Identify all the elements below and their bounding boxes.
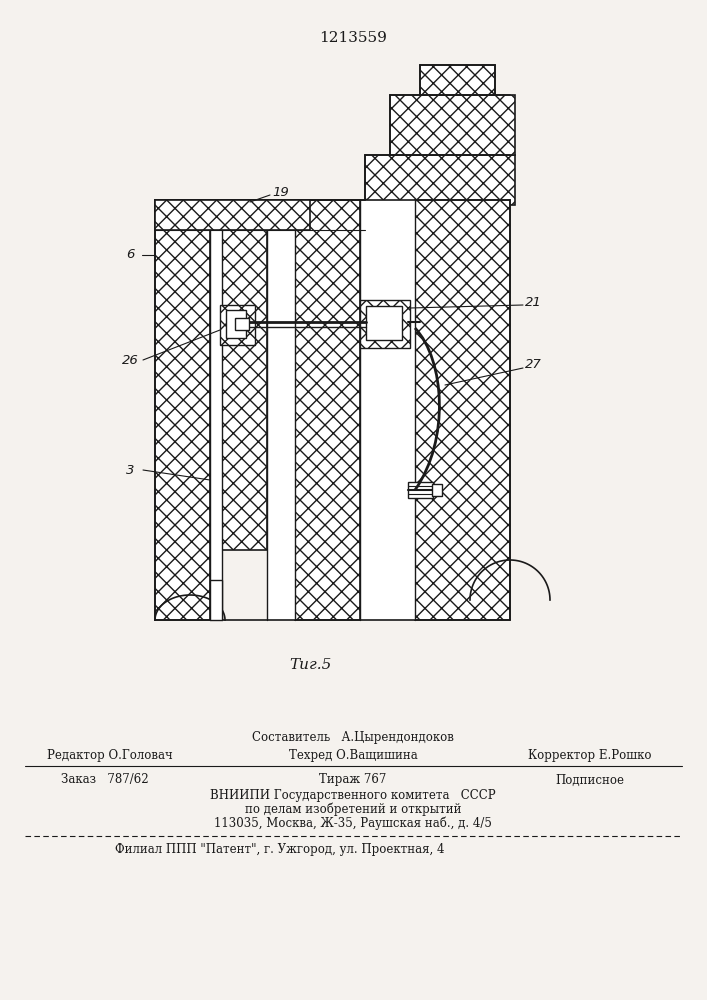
Bar (155, 200, 210, 620)
Text: Тираж 767: Тираж 767 (320, 774, 387, 786)
Text: Заказ   787/62: Заказ 787/62 (62, 774, 148, 786)
Text: по делам изобретений и открытий: по делам изобретений и открытий (245, 802, 461, 816)
Text: 19: 19 (272, 186, 288, 198)
Bar (235, 318, 249, 330)
Text: 21: 21 (525, 296, 542, 308)
Bar (390, 95, 515, 155)
Text: Составитель   А.Цырендондоков: Составитель А.Цырендондоков (252, 732, 454, 744)
Text: 113035, Москва, Ж-35, Раушская наб., д. 4/5: 113035, Москва, Ж-35, Раушская наб., д. … (214, 816, 492, 830)
Bar (420, 65, 495, 95)
Text: Τиг.5: Τиг.5 (289, 658, 331, 672)
Text: Редактор О.Головач: Редактор О.Головач (47, 750, 173, 762)
Bar (226, 310, 246, 338)
Bar (360, 200, 415, 620)
Bar (210, 580, 222, 620)
Text: 6: 6 (126, 248, 134, 261)
Bar (210, 200, 222, 620)
Bar (267, 200, 295, 620)
Bar (155, 200, 310, 230)
Bar (220, 305, 255, 345)
Bar (408, 482, 433, 498)
Bar (366, 306, 402, 340)
Text: 27: 27 (525, 359, 542, 371)
Bar (295, 200, 360, 620)
Text: ВНИИПИ Государственного комитета   СССР: ВНИИПИ Государственного комитета СССР (210, 788, 496, 802)
Text: Филиал ППП "Патент", г. Ужгород, ул. Проектная, 4: Филиал ППП "Патент", г. Ужгород, ул. Про… (115, 844, 445, 856)
Text: Корректор Е.Рошко: Корректор Е.Рошко (528, 750, 652, 762)
Text: 3: 3 (126, 464, 134, 477)
Bar (432, 484, 442, 496)
Text: 1213559: 1213559 (319, 31, 387, 45)
Bar (365, 155, 515, 205)
Bar (222, 200, 267, 550)
Text: Техред О.Ващишина: Техред О.Ващишина (288, 750, 417, 762)
Text: Подписное: Подписное (556, 774, 624, 786)
Text: 26: 26 (122, 354, 139, 366)
Bar (415, 200, 510, 620)
Bar (360, 300, 410, 348)
